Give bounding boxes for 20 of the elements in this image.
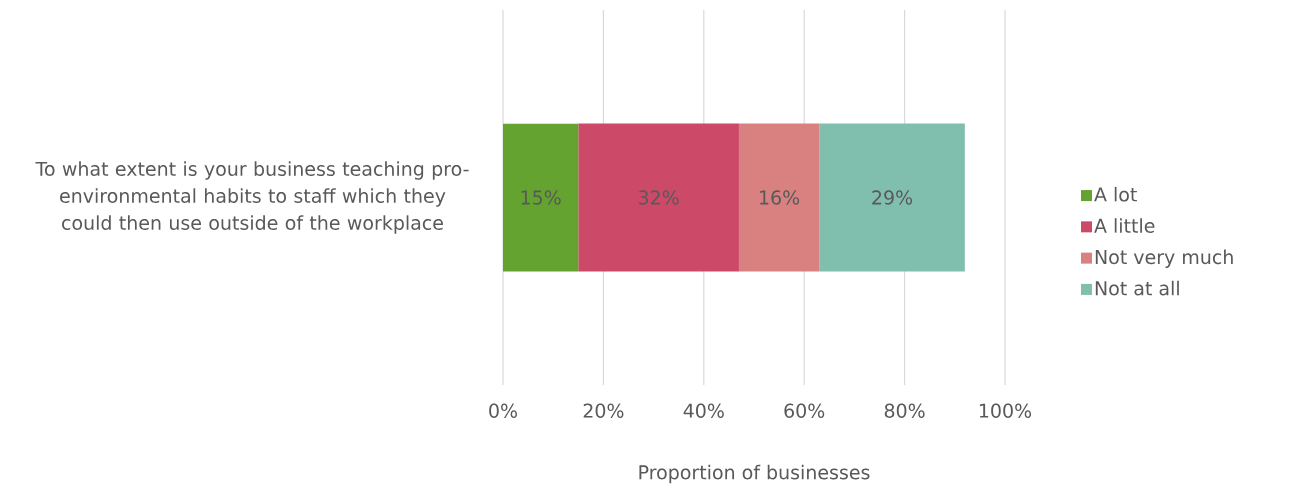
x-axis-title: Proportion of businesses: [639, 464, 870, 484]
x-tick-label: 40%: [683, 403, 724, 418]
legend-label: A little: [1094, 218, 1155, 233]
y-tick-label: To what extent is your business teaching pro-environmental habits to staff which they could then use outside of the workplace: [35, 161, 469, 234]
legend-label: A lot: [1094, 186, 1137, 202]
legend-label: Not very much: [1095, 249, 1233, 268]
x-tick-label: 0%: [489, 403, 518, 418]
bar: [503, 123, 579, 272]
x-tick-label: 20%: [583, 403, 624, 418]
data-label: 29%: [872, 190, 913, 205]
data-label: 16%: [760, 190, 800, 205]
data-label: 15%: [521, 190, 561, 205]
bar: [738, 123, 820, 272]
bar: [578, 123, 739, 272]
x-tick-label: 100%: [979, 403, 1032, 418]
x-tick-label: 80%: [884, 403, 925, 418]
legend-label: Not at all: [1095, 280, 1179, 296]
x-tick-label: 60%: [784, 403, 825, 418]
data-label: 32%: [638, 190, 679, 205]
bar: [819, 123, 965, 272]
